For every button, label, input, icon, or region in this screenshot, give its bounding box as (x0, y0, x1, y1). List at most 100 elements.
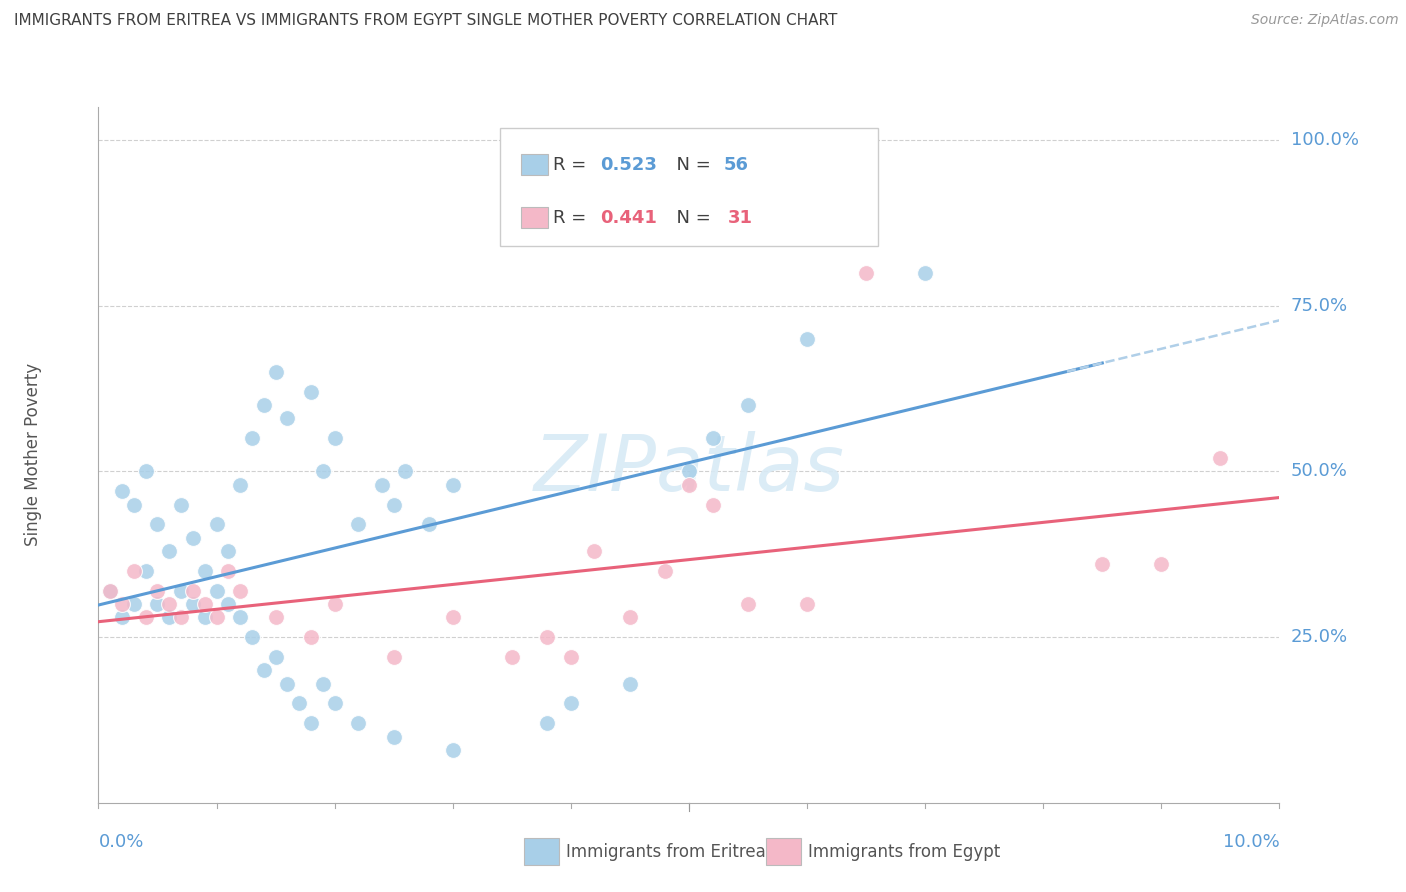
Point (181, 597, 204, 611)
Text: 100.0%: 100.0% (1291, 131, 1358, 149)
Point (536, 716, 558, 731)
Text: 31: 31 (727, 209, 752, 227)
Point (382, 650, 405, 665)
Point (135, 610, 157, 624)
Point (796, 597, 818, 611)
Point (240, 630, 263, 644)
Point (441, 610, 464, 624)
Text: R =: R = (553, 209, 592, 227)
Point (194, 564, 217, 578)
Point (98, 583, 121, 598)
Point (205, 583, 228, 598)
Point (323, 597, 346, 611)
Text: N =: N = (665, 155, 716, 174)
Point (299, 630, 322, 644)
Point (217, 544, 239, 558)
Point (312, 676, 335, 690)
Point (583, 544, 606, 558)
Point (441, 743, 464, 757)
Text: 0.441: 0.441 (600, 209, 657, 227)
Point (855, 266, 877, 280)
Point (914, 266, 936, 280)
Text: 50.0%: 50.0% (1291, 462, 1347, 481)
Point (702, 431, 724, 445)
Point (276, 411, 298, 425)
FancyBboxPatch shape (523, 838, 560, 865)
Text: Single Mother Poverty: Single Mother Poverty (24, 363, 42, 547)
Text: 10.0%: 10.0% (1223, 833, 1279, 851)
Point (347, 517, 370, 532)
Point (737, 398, 759, 412)
Text: ZIPatlas: ZIPatlas (533, 431, 845, 507)
Point (737, 597, 759, 611)
Point (229, 477, 252, 491)
Text: Immigrants from Eritrea: Immigrants from Eritrea (567, 843, 766, 861)
Point (382, 730, 405, 744)
Point (122, 564, 145, 578)
Point (170, 583, 193, 598)
Point (194, 610, 217, 624)
Text: R =: R = (553, 155, 592, 174)
Point (264, 365, 287, 379)
Point (111, 597, 134, 611)
Point (240, 431, 263, 445)
Point (194, 597, 217, 611)
Point (619, 610, 641, 624)
Point (654, 564, 676, 578)
Point (560, 697, 582, 711)
Point (1209, 451, 1232, 466)
Point (122, 498, 145, 512)
Text: 56: 56 (724, 155, 749, 174)
Point (264, 610, 287, 624)
Text: 25.0%: 25.0% (1291, 628, 1348, 646)
Point (441, 477, 464, 491)
Text: Source: ZipAtlas.com: Source: ZipAtlas.com (1251, 13, 1399, 28)
Point (312, 465, 335, 479)
Point (299, 716, 322, 731)
Point (323, 431, 346, 445)
Point (157, 610, 180, 624)
Point (264, 650, 287, 665)
Point (276, 676, 298, 690)
Point (135, 564, 157, 578)
FancyBboxPatch shape (501, 128, 877, 246)
Point (135, 465, 157, 479)
Point (299, 384, 322, 399)
Point (170, 498, 193, 512)
Point (536, 630, 558, 644)
Text: IMMIGRANTS FROM ERITREA VS IMMIGRANTS FROM EGYPT SINGLE MOTHER POVERTY CORRELATI: IMMIGRANTS FROM ERITREA VS IMMIGRANTS FR… (14, 13, 838, 29)
Point (229, 610, 252, 624)
Point (181, 583, 204, 598)
Point (382, 498, 405, 512)
FancyBboxPatch shape (766, 838, 801, 865)
FancyBboxPatch shape (522, 207, 548, 228)
Point (1150, 558, 1173, 572)
Point (323, 697, 346, 711)
Point (229, 583, 252, 598)
Point (253, 663, 276, 677)
Point (288, 697, 311, 711)
Point (111, 484, 134, 499)
Point (1091, 558, 1114, 572)
Point (98, 583, 121, 598)
Point (678, 465, 700, 479)
FancyBboxPatch shape (522, 154, 548, 175)
Point (217, 564, 239, 578)
Text: 0.0%: 0.0% (98, 833, 143, 851)
Point (146, 597, 169, 611)
Point (796, 332, 818, 346)
Point (418, 517, 440, 532)
Point (146, 517, 169, 532)
Point (205, 517, 228, 532)
Point (253, 398, 276, 412)
Point (157, 597, 180, 611)
Point (146, 583, 169, 598)
Point (122, 597, 145, 611)
Point (111, 610, 134, 624)
Text: 0.523: 0.523 (600, 155, 657, 174)
Text: 75.0%: 75.0% (1291, 297, 1348, 315)
Point (157, 544, 180, 558)
Point (560, 650, 582, 665)
Point (181, 531, 204, 545)
Point (678, 477, 700, 491)
